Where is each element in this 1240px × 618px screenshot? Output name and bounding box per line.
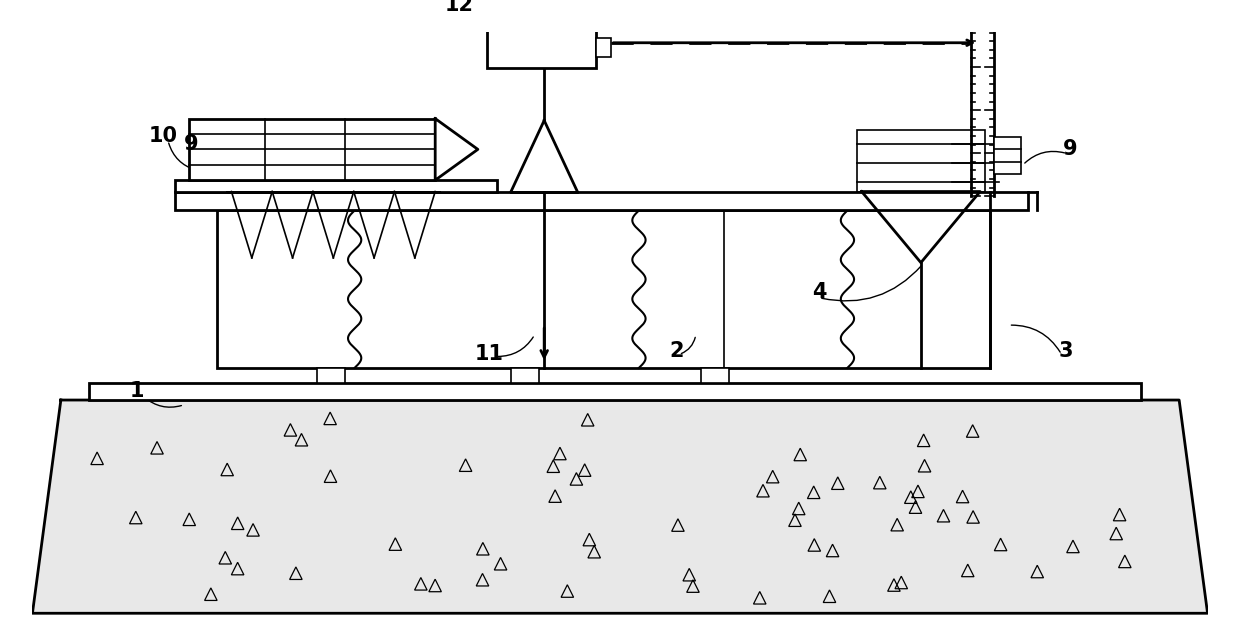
Bar bbox=[316, 368, 345, 383]
Bar bbox=[175, 192, 1028, 211]
Bar bbox=[701, 368, 729, 383]
Bar bbox=[217, 211, 990, 368]
Bar bbox=[175, 180, 497, 192]
Bar bbox=[596, 38, 610, 57]
Bar bbox=[89, 383, 1141, 400]
Text: 12: 12 bbox=[444, 0, 474, 15]
Text: 9: 9 bbox=[1063, 139, 1078, 159]
Text: 10: 10 bbox=[149, 125, 177, 146]
Polygon shape bbox=[862, 192, 980, 263]
Text: 9: 9 bbox=[185, 134, 198, 154]
Text: 1: 1 bbox=[129, 381, 144, 400]
Text: 11: 11 bbox=[475, 344, 503, 363]
Bar bbox=[487, 26, 596, 69]
Text: 2: 2 bbox=[670, 341, 684, 361]
Polygon shape bbox=[435, 119, 477, 180]
Bar bbox=[994, 137, 1021, 174]
Polygon shape bbox=[32, 400, 1208, 613]
Text: 3: 3 bbox=[1058, 341, 1073, 361]
Bar bbox=[188, 119, 435, 180]
Bar bbox=[511, 368, 539, 383]
Bar bbox=[857, 130, 985, 192]
Text: 4: 4 bbox=[812, 282, 826, 302]
